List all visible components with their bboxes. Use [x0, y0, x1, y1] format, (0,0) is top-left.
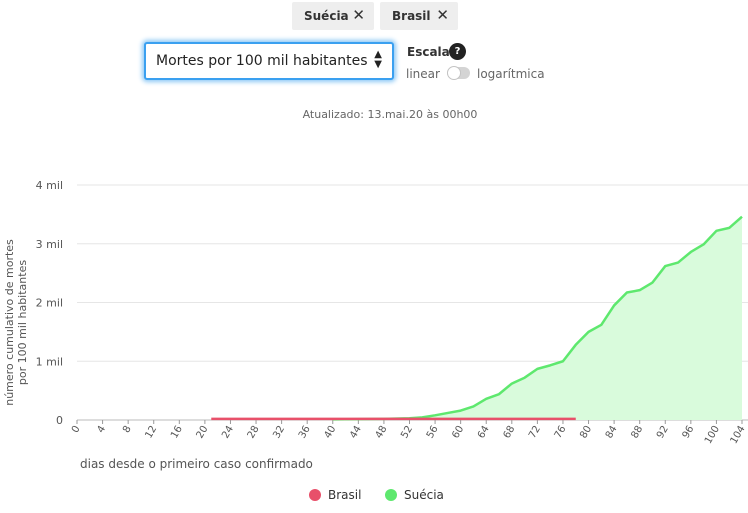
scale-title: Escala — [407, 45, 450, 59]
metric-select[interactable]: Mortes por 100 mil habitantes ▲ ▼ — [144, 42, 394, 80]
scale-linear-label: linear — [406, 67, 440, 81]
legend-label: Suécia — [404, 488, 444, 502]
series-line-sucia — [332, 215, 743, 421]
legend-item-suecia[interactable]: Suécia — [385, 488, 444, 502]
filter-chip-label: Brasil — [392, 9, 431, 23]
x-tick-label: 44 — [348, 424, 364, 441]
x-tick-label: 8 — [121, 424, 134, 435]
y-tick-label: 1 mil — [36, 355, 63, 368]
x-tick-label: 40 — [322, 424, 338, 441]
x-tick-label: 20 — [195, 424, 211, 441]
x-tick-label: 56 — [425, 424, 441, 441]
x-tick-label: 80 — [578, 424, 594, 441]
log-scale-toggle[interactable] — [447, 66, 470, 80]
toggle-knob — [447, 66, 461, 80]
y-tick-label: 3 mil — [36, 238, 63, 251]
legend-dot-brasil — [309, 489, 321, 501]
filter-chip-brasil: Brasil ✕ — [380, 2, 458, 30]
x-tick-label: 24 — [220, 424, 236, 441]
x-tick-label: 48 — [374, 424, 390, 441]
x-tick-label: 28 — [246, 424, 262, 441]
x-tick-label: 96 — [681, 424, 697, 441]
filter-chip-suecia: Suécia ✕ — [292, 2, 374, 30]
legend-label: Brasil — [328, 488, 362, 502]
legend-dot-suecia — [385, 489, 397, 501]
help-icon[interactable]: ? — [449, 43, 466, 60]
legend-item-brasil[interactable]: Brasil — [309, 488, 361, 502]
select-arrows-icon: ▲ ▼ — [374, 49, 382, 70]
x-tick-label: 68 — [502, 424, 518, 441]
close-icon[interactable]: ✕ — [352, 6, 365, 24]
x-tick-label: 60 — [450, 424, 466, 441]
x-tick-label: 16 — [169, 424, 185, 441]
x-tick-label: 100 — [703, 424, 722, 446]
x-tick-label: 64 — [476, 424, 492, 441]
x-tick-label: 104 — [729, 424, 748, 446]
x-tick-label: 52 — [399, 424, 415, 441]
y-tick-label: 0 — [56, 414, 63, 427]
x-tick-label: 36 — [297, 424, 313, 441]
x-tick-label: 12 — [143, 424, 159, 441]
filter-chip-label: Suécia — [304, 9, 349, 23]
x-tick-label: 88 — [629, 424, 645, 441]
x-tick-label: 76 — [553, 424, 569, 441]
scale-log-label: logarítmica — [477, 67, 545, 81]
x-tick-label: 4 — [95, 424, 108, 435]
x-tick-label: 32 — [271, 424, 287, 441]
metric-select-value: Mortes por 100 mil habitantes — [156, 53, 368, 69]
x-axis-title: dias desde o primeiro caso confirmado — [80, 457, 313, 471]
y-tick-label: 2 mil — [36, 297, 63, 310]
y-axis-title: número cumulativo de mortespor 100 mil h… — [3, 239, 29, 406]
updated-timestamp: Atualizado: 13.mai.20 às 00h00 — [302, 108, 478, 121]
x-tick-label: 0 — [70, 424, 83, 435]
close-icon[interactable]: ✕ — [436, 6, 449, 24]
x-tick-label: 92 — [655, 424, 671, 441]
series-area-sucia — [332, 216, 742, 420]
x-tick-label: 84 — [604, 424, 620, 441]
x-tick-label: 72 — [527, 424, 543, 441]
y-tick-label: 4 mil — [36, 179, 63, 192]
